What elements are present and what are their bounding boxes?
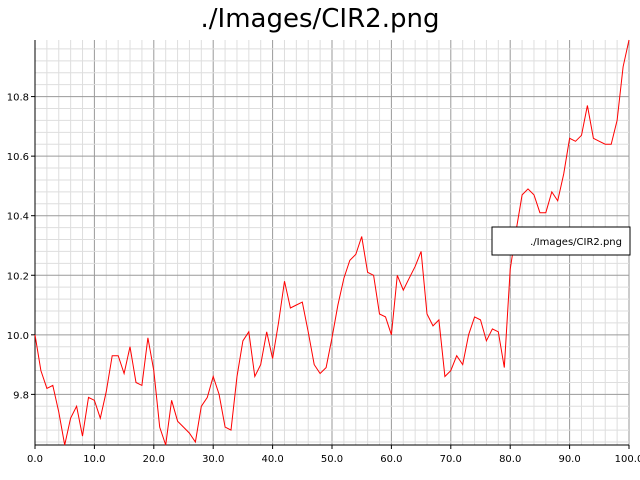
y-tick-label: 10.4 [7, 212, 29, 223]
x-tick-label: 90.0 [558, 454, 580, 465]
legend-entry-label: ./Images/CIR2.png [530, 237, 622, 248]
y-tick-label: 10.6 [7, 152, 29, 163]
y-tick-label: 9.8 [13, 390, 29, 401]
y-tick-label: 10.0 [7, 331, 29, 342]
x-tick-label: 0.0 [27, 454, 43, 465]
x-tick-label: 100.0 [615, 454, 640, 465]
legend: ./Images/CIR2.png [491, 226, 631, 256]
x-tick-label: 20.0 [143, 454, 165, 465]
x-tick-label: 30.0 [202, 454, 224, 465]
chart-title: ./Images/CIR2.png [200, 4, 440, 34]
x-tick-label: 80.0 [499, 454, 521, 465]
x-tick-label: 70.0 [440, 454, 462, 465]
x-tick-label: 50.0 [321, 454, 343, 465]
y-tick-label: 10.8 [7, 93, 29, 104]
series-line [34, 39, 630, 446]
y-tick-label: 10.2 [7, 271, 29, 282]
legend-box [491, 226, 631, 256]
x-tick-label: 40.0 [261, 454, 283, 465]
x-tick-label: 60.0 [380, 454, 402, 465]
x-tick-label: 10.0 [83, 454, 105, 465]
